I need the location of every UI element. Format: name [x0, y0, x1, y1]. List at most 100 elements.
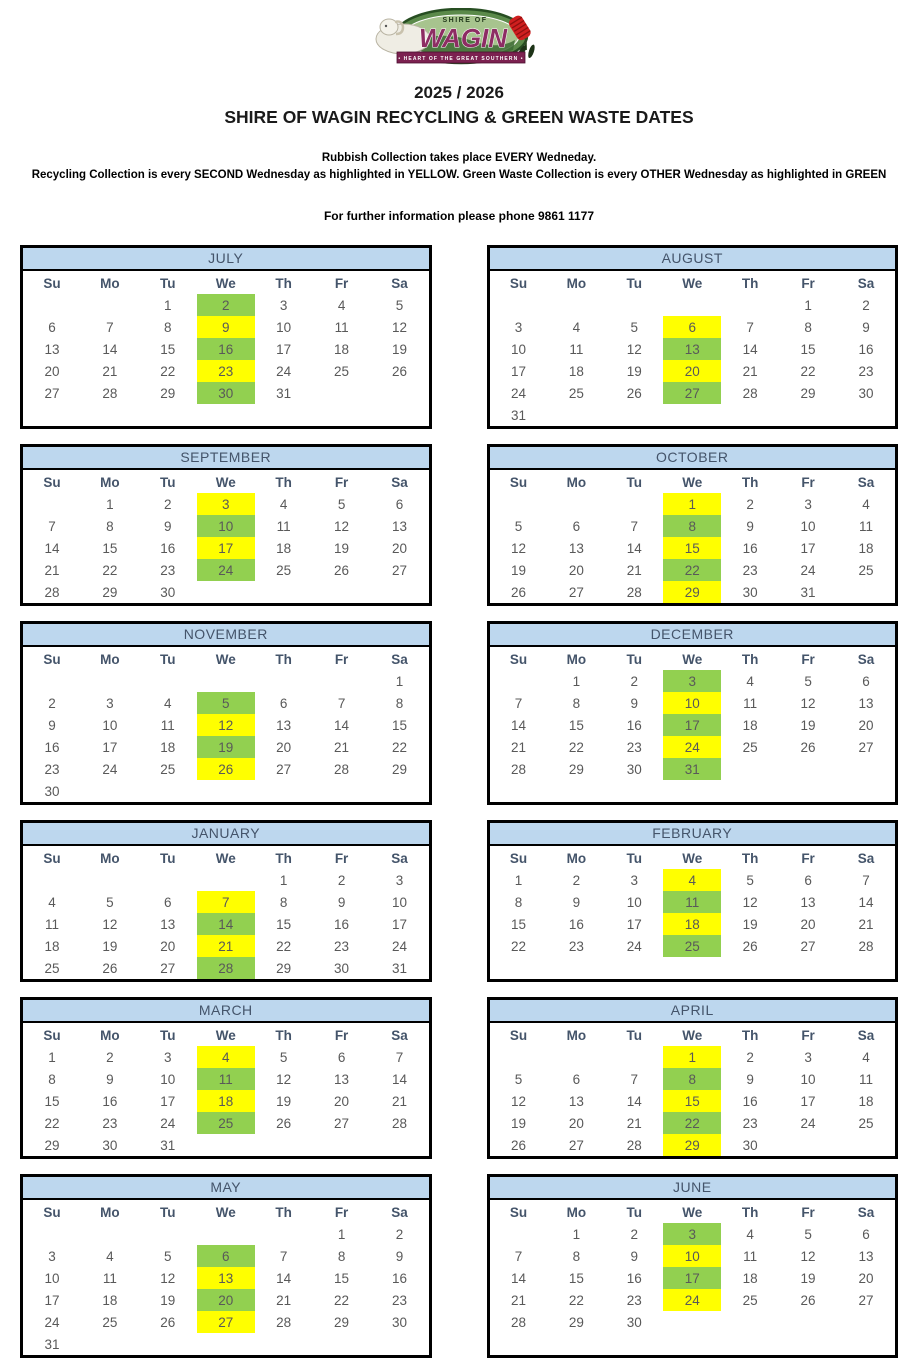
day-cell: 7: [395, 1049, 404, 1065]
weekday-header: Mo: [100, 475, 120, 491]
weekday-header: Th: [741, 851, 759, 867]
month-title: JANUARY: [23, 823, 429, 847]
recycling-day-cell: 26: [196, 758, 255, 781]
weekday-header: Tu: [626, 276, 643, 292]
day-cell: 12: [160, 1270, 176, 1286]
green-waste-day-cell: 17: [663, 1267, 722, 1290]
month-calendar-july: JULY Su Mo Tu We Th Fr Sa 1 2 3 4 5 6 7 8 9 10 11 12 13 14 15 1…: [20, 245, 432, 430]
day-cell: 10: [800, 1071, 816, 1087]
day-cell: 17: [44, 1292, 60, 1308]
day-cell: 30: [44, 783, 60, 799]
day-cell: 1: [572, 1226, 581, 1242]
day-cell: 12: [742, 894, 758, 910]
empty-day-cell: [605, 404, 663, 426]
day-cell: 15: [276, 916, 292, 932]
weekday-header: Tu: [160, 1028, 176, 1044]
month-table: Su Mo Tu We Th Fr Sa 1 2 3 4 5 6 7 8 9 10 11 12 13 14 15 16 17 1…: [490, 1025, 896, 1157]
day-cell: 21: [742, 363, 758, 379]
wagin-logo-graphic: SHIRE OF WAGIN • HEART OF THE GREAT SOUT…: [375, 7, 535, 65]
green-waste-day-cell: 20: [196, 1289, 255, 1312]
empty-day-cell: [313, 1134, 371, 1156]
empty-day-cell: [139, 1333, 197, 1355]
day-cell: 5: [395, 297, 404, 313]
recycling-day-cell: 18: [196, 1090, 255, 1113]
month-table: Su Mo Tu We Th Fr Sa 1 2 3 4 5 6 7 8 9 10 11 12 13 14 15 16 17 1…: [490, 472, 896, 604]
empty-day-cell: [605, 493, 663, 515]
day-cell: 18: [568, 363, 584, 379]
day-cell: 23: [858, 363, 874, 379]
recycling-day-cell: 24: [663, 1289, 722, 1312]
month-table: Su Mo Tu We Th Fr Sa 1 2 3 4 5 6 7 8 9 10 11 12 13 14 15 16 17 1…: [23, 649, 429, 802]
day-cell: 27: [276, 761, 292, 777]
recycling-day-cell: 15: [663, 1090, 722, 1113]
day-cell: 26: [800, 739, 816, 755]
month-table: Su Mo Tu We Th Fr Sa 1 2 3 4 5 6 7 8 9 10 11 12 13 14 15 16 17 1…: [23, 1025, 429, 1156]
day-cell: 14: [626, 1093, 642, 1109]
empty-day-cell: [255, 1134, 313, 1156]
day-cell: 15: [334, 1270, 350, 1286]
day-cell: 16: [44, 739, 60, 755]
weekday-header: We: [682, 475, 703, 491]
day-cell: 20: [276, 739, 292, 755]
empty-day-cell: [81, 869, 139, 891]
empty-day-cell: [197, 1134, 255, 1156]
day-cell: 5: [804, 673, 812, 689]
month-calendar-march: MARCH Su Mo Tu We Th Fr Sa 1 2 3 4 5 6 7 8 9 10 11 12 13 14 15…: [20, 997, 432, 1160]
green-waste-day-cell: 16: [196, 338, 255, 361]
day-cell: 6: [862, 673, 870, 689]
day-cell: 3: [48, 1248, 56, 1264]
empty-day-cell: [81, 1223, 139, 1245]
day-cell: 14: [510, 1270, 526, 1286]
day-cell: 17: [510, 363, 526, 379]
empty-day-cell: [197, 1223, 255, 1245]
weekday-header: Fr: [334, 652, 349, 668]
day-cell: 16: [742, 1093, 758, 1109]
day-cell: 29: [568, 1314, 584, 1330]
day-cell: 19: [102, 938, 118, 954]
day-cell: 23: [742, 562, 758, 578]
weekday-header: Mo: [100, 652, 120, 668]
month-table: Su Mo Tu We Th Fr Sa 1 2 3 4 5 6 7 8 9 10 11 12 13 14 15 16 17 1…: [490, 848, 896, 958]
day-cell: 28: [334, 761, 350, 777]
weekday-header: Su: [509, 1028, 528, 1044]
day-cell: 28: [510, 1314, 526, 1330]
empty-day-cell: [547, 493, 605, 515]
weekday-header: Fr: [334, 276, 349, 292]
weekday-header: Sa: [391, 276, 408, 292]
day-cell: 16: [626, 1270, 642, 1286]
green-waste-day-cell: 2: [196, 294, 255, 317]
day-cell: 30: [742, 584, 758, 600]
weekday-header: Sa: [857, 1028, 875, 1044]
day-cell: 5: [164, 1248, 172, 1264]
day-cell: 7: [279, 1248, 288, 1264]
day-cell: 2: [337, 872, 346, 888]
day-cell: 13: [568, 1093, 584, 1109]
day-cell: 18: [160, 739, 176, 755]
day-cell: 24: [510, 385, 526, 401]
empty-day-cell: [490, 670, 548, 692]
weekday-header: Mo: [566, 851, 587, 867]
day-cell: 11: [276, 518, 291, 534]
month-calendar-october: OCTOBER Su Mo Tu We Th Fr Sa 1 2 3 4 5 6 7 8 9 10 11 12 13 14…: [486, 444, 898, 607]
empty-day-cell: [313, 382, 371, 404]
weekday-header: Tu: [160, 652, 176, 668]
day-cell: 18: [742, 1270, 758, 1286]
month-table: Su Mo Tu We Th Fr Sa 1 2 3 4 5 6 7 8 9 10 11 12 13 14 15 16 17 1…: [490, 1202, 896, 1333]
empty-day-cell: [721, 758, 779, 780]
weekday-header: Fr: [334, 475, 349, 491]
day-cell: 16: [568, 916, 584, 932]
day-cell: 25: [276, 562, 292, 578]
day-cell: 31: [44, 1336, 60, 1352]
day-cell: 23: [334, 938, 350, 954]
day-cell: 7: [630, 1071, 639, 1087]
day-cell: 12: [392, 319, 408, 335]
day-cell: 24: [800, 1115, 816, 1131]
day-cell: 5: [514, 518, 523, 534]
month-calendar-november: NOVEMBER Su Mo Tu We Th Fr Sa 1 2 3 4 5 6 7 8 9 10 11 12 13 1…: [20, 621, 432, 806]
day-cell: 12: [102, 916, 118, 932]
day-cell: 17: [276, 341, 292, 357]
day-cell: 18: [334, 341, 350, 357]
day-cell: 2: [746, 496, 754, 512]
day-cell: 12: [800, 1248, 816, 1264]
weekday-header: Th: [275, 475, 292, 491]
